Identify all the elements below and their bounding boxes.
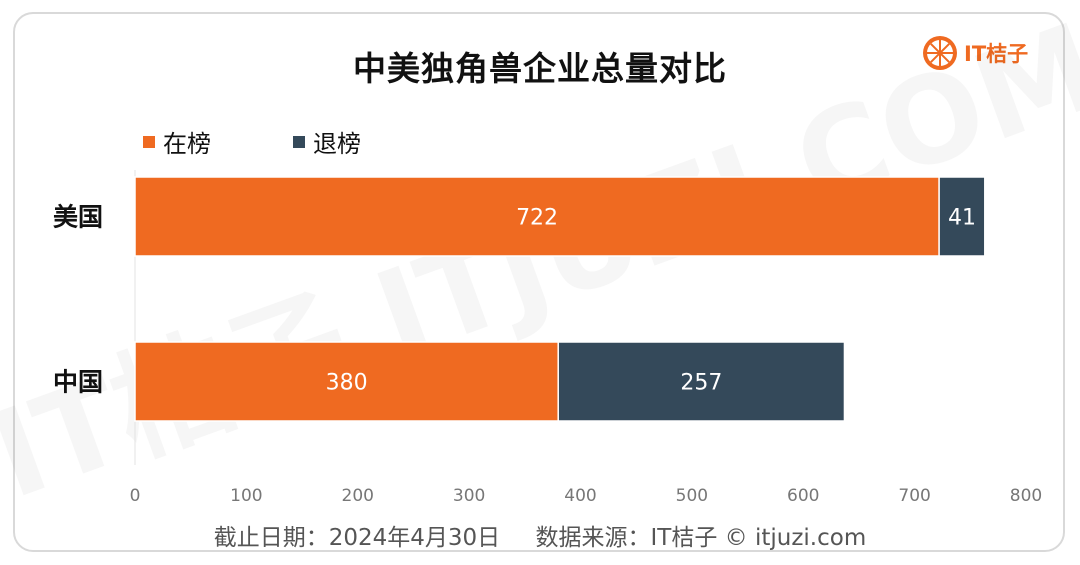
chart-legend: 在榜 退榜 bbox=[143, 124, 361, 159]
x-tick-label: 300 bbox=[453, 486, 485, 506]
bar-value-label: 41 bbox=[948, 206, 976, 231]
bar-segment bbox=[557, 341, 846, 422]
legend-item-on-list: 在榜 bbox=[143, 124, 211, 159]
chart-footer: 截止日期：2024年4月30日 数据来源：IT桔子 © itjuzi.com bbox=[0, 518, 1080, 552]
bar-value-label: 257 bbox=[680, 371, 722, 396]
legend-label-off-list: 退榜 bbox=[313, 130, 361, 158]
x-tick-label: 0 bbox=[130, 486, 141, 506]
legend-swatch-off-list bbox=[293, 135, 305, 148]
x-tick-label: 100 bbox=[230, 486, 262, 506]
footer-source: 数据来源：IT桔子 © itjuzi.com bbox=[535, 525, 867, 551]
legend-label-on-list: 在榜 bbox=[163, 130, 211, 158]
x-tick-label: 700 bbox=[898, 486, 930, 506]
bar-segment bbox=[134, 176, 940, 257]
bar-value-label: 380 bbox=[326, 371, 368, 396]
brand-logo: IT桔子 bbox=[922, 33, 1028, 73]
x-tick-label: 600 bbox=[787, 486, 819, 506]
x-tick-label: 500 bbox=[676, 486, 708, 506]
category-label: 中国 bbox=[53, 368, 103, 397]
legend-item-off-list: 退榜 bbox=[293, 124, 361, 159]
chart-title: 中美独角兽企业总量对比 bbox=[353, 49, 727, 88]
bar-segment bbox=[134, 341, 559, 422]
x-tick-label: 800 bbox=[1010, 486, 1042, 506]
chart-card bbox=[13, 12, 1065, 552]
legend-swatch-on-list bbox=[143, 135, 155, 148]
orange-slice-icon bbox=[923, 36, 957, 70]
bar-segment bbox=[938, 176, 986, 257]
brand-logo-text: IT桔子 bbox=[964, 42, 1029, 66]
watermark: IT桔子 ITJUZI.COM bbox=[0, 0, 1080, 526]
category-label: 美国 bbox=[53, 203, 103, 232]
bar-value-label: 722 bbox=[516, 206, 558, 231]
x-tick-label: 200 bbox=[342, 486, 374, 506]
x-tick-label: 400 bbox=[564, 486, 596, 506]
footer-date: 截止日期：2024年4月30日 bbox=[213, 525, 501, 551]
